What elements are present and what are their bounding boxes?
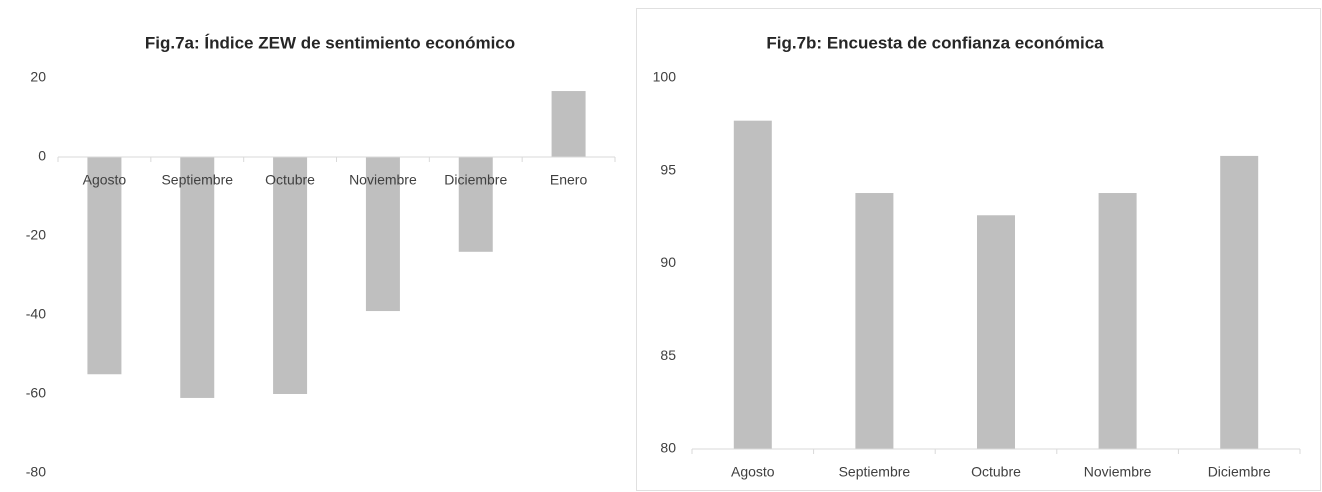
x-tick-label: Septiembre [839,464,911,480]
bar [273,157,308,394]
bar [977,215,1015,449]
bar [87,157,122,375]
y-tick-label: 100 [653,69,677,85]
bar [1098,193,1137,449]
y-tick-label: -60 [26,385,46,401]
bar [855,193,894,449]
bar [733,120,772,449]
x-tick-label: Agosto [731,464,775,480]
bar [551,91,586,157]
x-tick-label: Noviembre [1084,464,1152,480]
x-tick-label: Septiembre [161,172,233,188]
y-tick-label: 95 [660,161,676,177]
panel-border [636,8,1321,491]
y-tick-label: 20 [30,69,46,85]
chart-title: Fig.7b: Encuesta de confianza económica [766,33,1104,52]
y-tick-label: 85 [660,347,676,363]
x-tick-label: Octubre [971,464,1021,480]
x-tick-label: Diciembre [444,172,507,188]
bar [458,157,493,252]
bar [180,157,215,398]
y-tick-label: 80 [660,440,676,456]
y-tick-label: -20 [26,227,46,243]
chart-title: Fig.7a: Índice ZEW de sentimiento económ… [145,33,515,52]
x-tick-label: Octubre [265,172,315,188]
bar [1220,155,1259,449]
y-tick-label: 0 [38,148,46,164]
y-tick-label: -80 [26,464,46,480]
x-tick-label: Enero [550,172,588,188]
bar [365,157,400,312]
y-tick-label: 90 [660,254,676,270]
x-tick-label: Diciembre [1208,464,1271,480]
x-tick-label: Agosto [83,172,127,188]
y-tick-label: -40 [26,306,46,322]
x-tick-label: Noviembre [349,172,417,188]
